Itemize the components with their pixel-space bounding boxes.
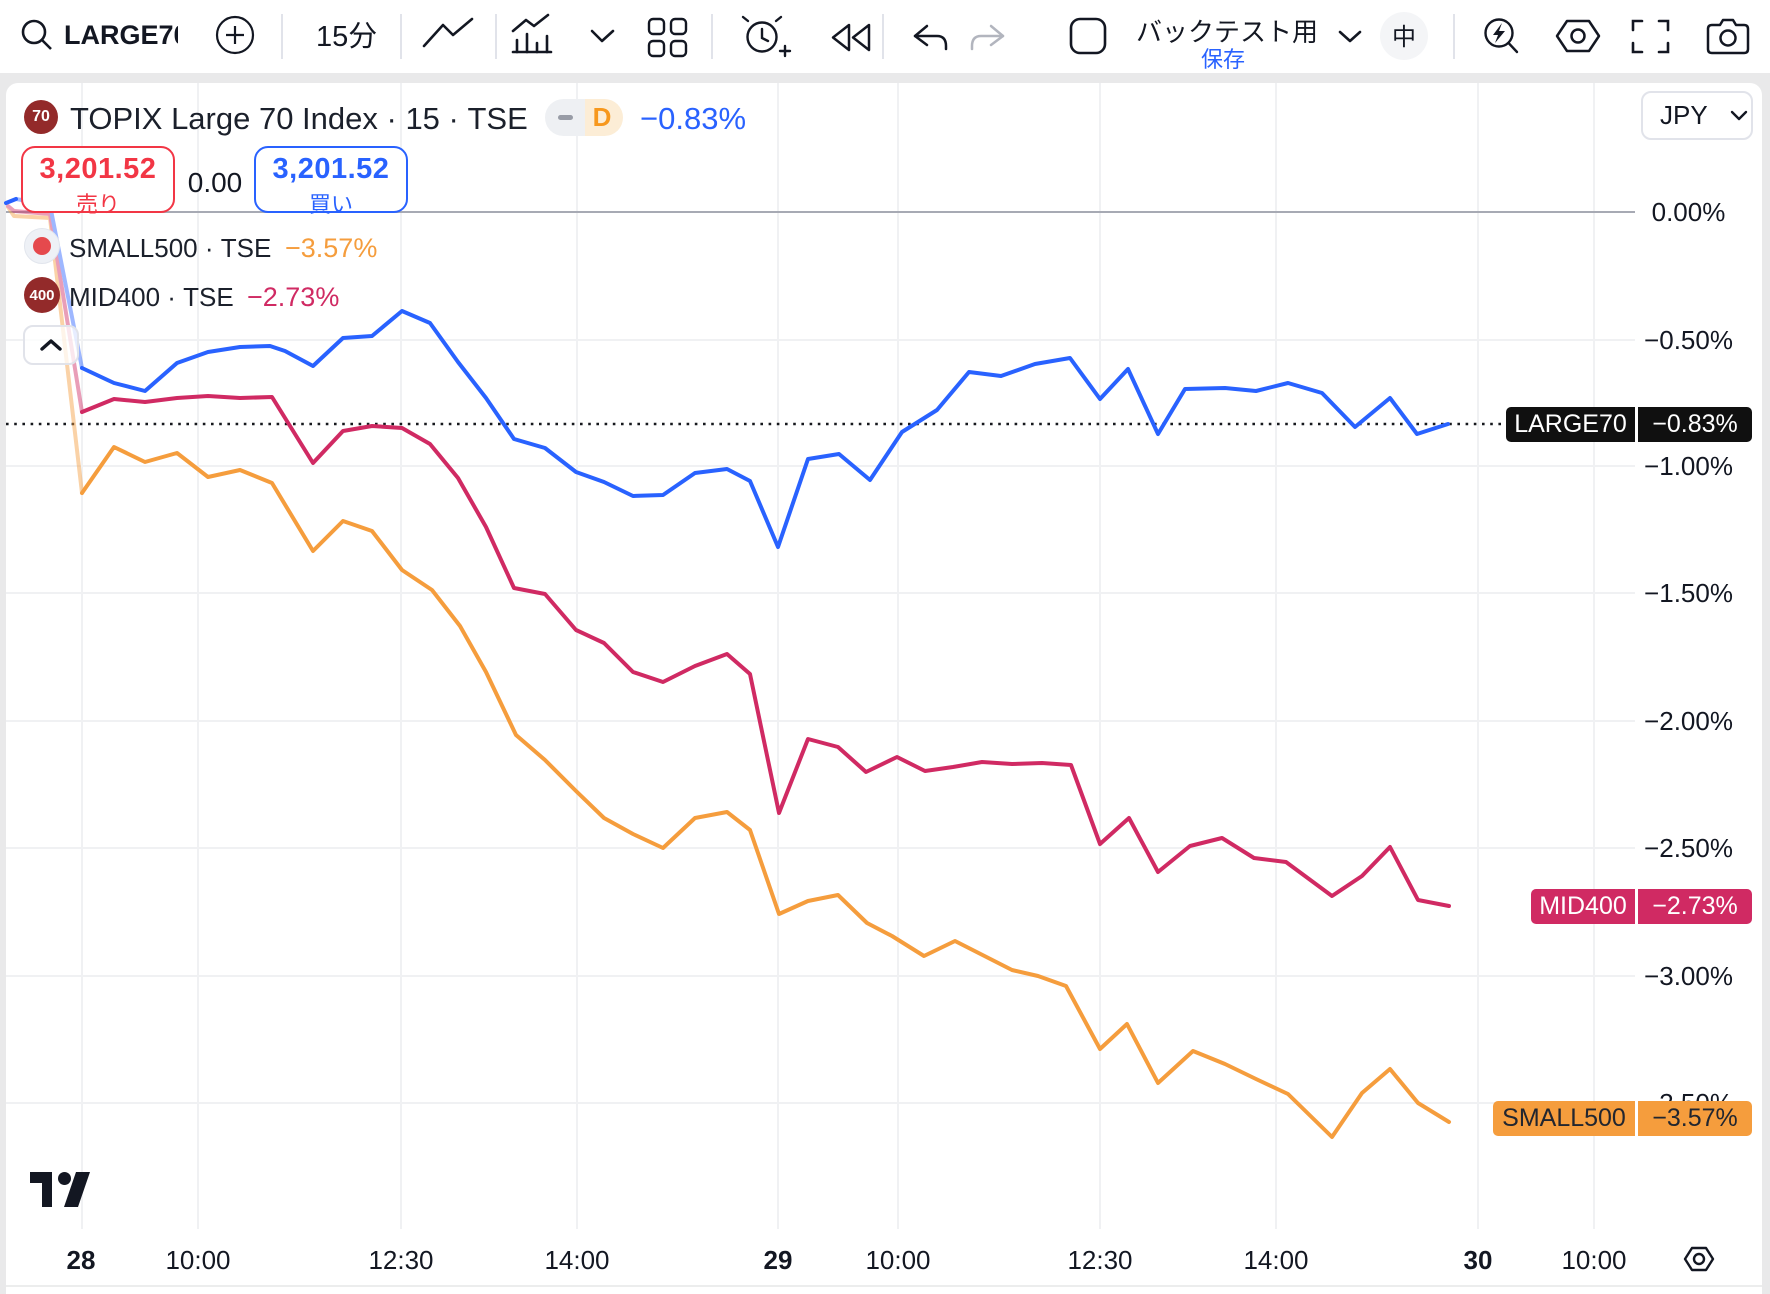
svg-text:中: 中 [1392, 24, 1416, 51]
svg-text:LARGE70: LARGE70 [64, 20, 189, 50]
svg-text:バックテスト用: バックテスト用 [1136, 17, 1318, 47]
svg-text:15分: 15分 [316, 21, 377, 53]
svg-text:保存: 保存 [1201, 47, 1245, 72]
